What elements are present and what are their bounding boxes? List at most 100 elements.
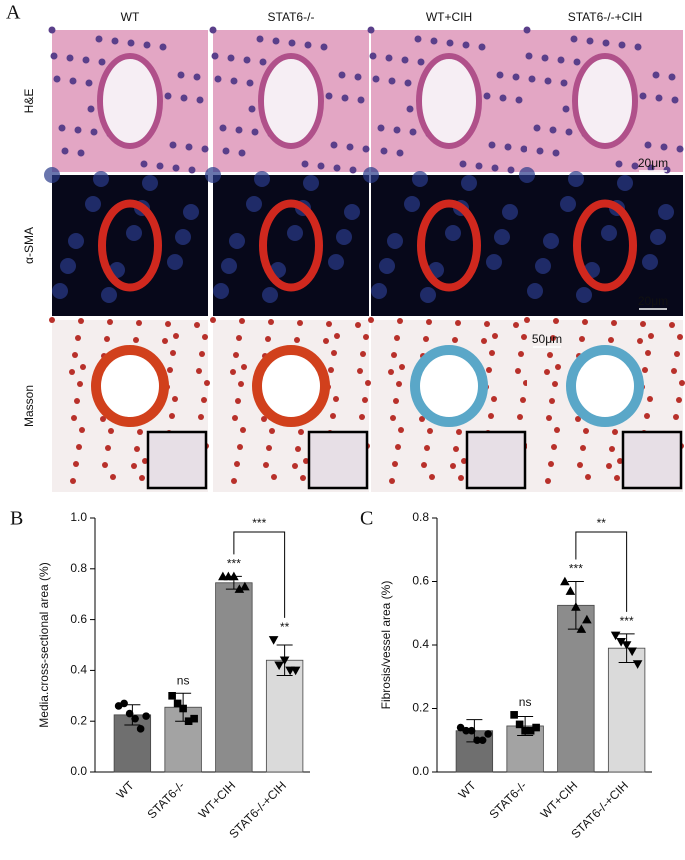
nucleus (159, 43, 167, 51)
data-point (510, 711, 518, 719)
cell (575, 416, 581, 422)
cell (546, 415, 552, 421)
cell (521, 334, 527, 340)
cell (71, 415, 77, 421)
cell (398, 427, 404, 433)
comparison-label: ** (597, 516, 607, 530)
cell (196, 368, 202, 374)
nucleus (387, 233, 403, 249)
nucleus (552, 149, 560, 157)
nucleus (185, 143, 193, 151)
y-tick-label: 0.8 (70, 561, 87, 575)
cell (452, 337, 458, 343)
vessel (566, 345, 644, 427)
inset (146, 430, 208, 490)
nucleus (406, 105, 414, 113)
panel-label: B (10, 508, 23, 530)
cell (545, 478, 551, 484)
nucleus (320, 43, 328, 51)
nucleus (652, 71, 660, 79)
data-point (515, 720, 524, 729)
cell (609, 446, 615, 452)
nucleus (50, 52, 58, 60)
nucleus (272, 37, 280, 45)
cell (612, 429, 618, 435)
nucleus (650, 229, 666, 245)
micrograph (48, 26, 209, 174)
cell (165, 321, 171, 327)
cell (544, 369, 550, 375)
cell (395, 444, 401, 450)
data-point (571, 602, 581, 611)
cell (74, 398, 80, 404)
cell (136, 320, 142, 326)
cell (75, 335, 81, 341)
nucleus (325, 92, 333, 100)
nucleus (221, 258, 237, 274)
nucleus (287, 225, 303, 241)
cell (295, 446, 301, 452)
vessel (573, 199, 637, 292)
column-header: STAT6-/- (268, 10, 315, 24)
data-point (616, 638, 626, 647)
cell (582, 319, 588, 325)
cell (548, 461, 554, 467)
cell (524, 317, 530, 323)
nucleus (379, 258, 395, 274)
micrograph (209, 26, 370, 174)
cell (237, 444, 243, 450)
nucleus (164, 92, 172, 100)
nucleus (615, 160, 623, 168)
cell (330, 413, 336, 419)
cell (363, 334, 369, 340)
nucleus (367, 26, 375, 34)
cell (518, 351, 524, 357)
cell (80, 364, 86, 370)
y-tick-label: 0.0 (70, 764, 87, 778)
nucleus (246, 79, 254, 87)
vessel (259, 199, 323, 292)
nucleus (475, 162, 483, 170)
significance-label: *** (227, 557, 241, 571)
micrograph (44, 167, 208, 316)
nucleus (214, 75, 222, 83)
cell (427, 428, 433, 434)
cell (644, 413, 650, 419)
nucleus (409, 128, 417, 136)
data-point (532, 723, 540, 732)
y-axis-title: Fibrosis/vessel area (%) (379, 581, 393, 710)
y-tick-label: 0.4 (412, 637, 429, 651)
cell (300, 475, 306, 481)
nucleus (156, 162, 164, 170)
nucleus (420, 287, 436, 303)
nucleus (496, 71, 504, 79)
nucleus (235, 126, 243, 134)
data-point (484, 730, 492, 738)
cell (489, 350, 495, 356)
y-tick-label: 0.4 (70, 663, 87, 677)
cell (49, 317, 55, 323)
y-tick-label: 0.2 (70, 713, 87, 727)
nucleus (248, 105, 256, 113)
cell (458, 475, 464, 481)
nucleus (344, 204, 360, 220)
cell (328, 367, 334, 373)
nucleus (371, 283, 387, 299)
nucleus (205, 167, 221, 183)
nucleus (385, 54, 393, 62)
nucleus (541, 54, 549, 62)
cell (170, 350, 176, 356)
cell (580, 445, 586, 451)
y-tick-label: 0.2 (412, 701, 429, 715)
cell (231, 478, 237, 484)
nucleus (85, 79, 93, 87)
significance-label: *** (620, 614, 634, 628)
cell (233, 352, 239, 358)
data-point (565, 586, 576, 595)
cell (390, 415, 396, 421)
nucleus (488, 141, 496, 149)
data-point (582, 614, 592, 624)
nucleus (175, 229, 191, 245)
nucleus (504, 143, 512, 151)
y-tick-label: 1.0 (70, 510, 87, 524)
